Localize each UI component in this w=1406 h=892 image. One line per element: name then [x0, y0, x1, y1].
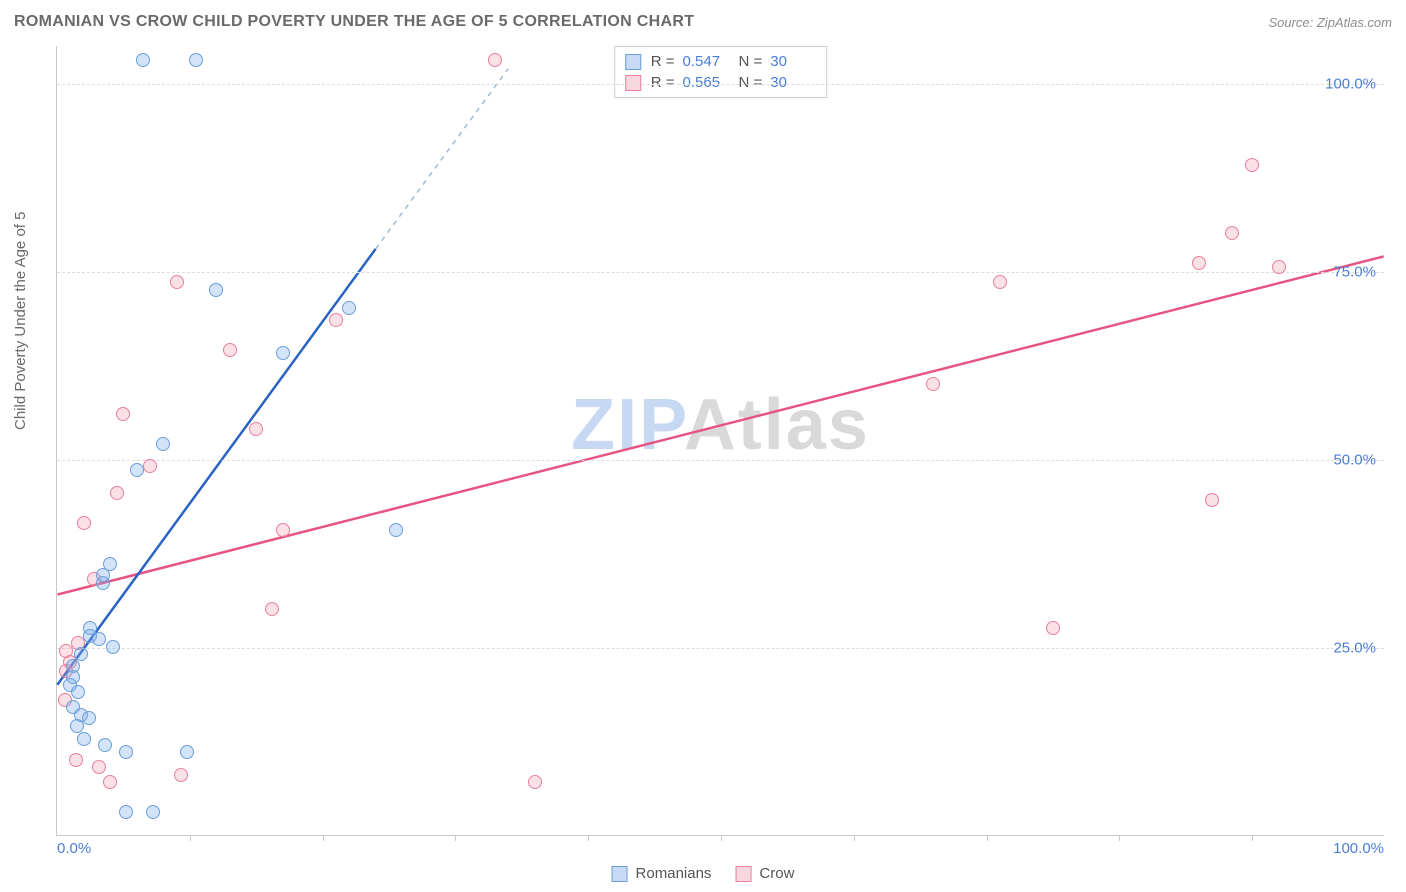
legend-label-crow: Crow	[759, 865, 794, 882]
point-crow	[488, 53, 502, 67]
swatch-crow-icon	[625, 75, 641, 91]
ytick-label: 100.0%	[1325, 75, 1376, 92]
xtick-minor	[588, 835, 589, 841]
point-crow	[1205, 493, 1219, 507]
point-romanians	[389, 523, 403, 537]
source-label: Source: ZipAtlas.com	[1268, 15, 1392, 30]
point-romanians	[106, 640, 120, 654]
xtick-minor	[721, 835, 722, 841]
point-romanians	[119, 745, 133, 759]
point-crow	[170, 275, 184, 289]
point-crow	[276, 523, 290, 537]
point-romanians	[342, 301, 356, 315]
point-crow	[69, 753, 83, 767]
point-crow	[329, 313, 343, 327]
point-crow	[1046, 621, 1060, 635]
stats-row-b: R = 0.565 N = 30	[625, 72, 817, 93]
stats-box: R = 0.547 N = 30 R = 0.565 N = 30	[614, 46, 828, 98]
point-crow	[249, 422, 263, 436]
ytick-label: 50.0%	[1333, 451, 1376, 468]
xtick-minor	[455, 835, 456, 841]
legend-label-romanians: Romanians	[636, 865, 712, 882]
point-romanians	[130, 463, 144, 477]
point-romanians	[82, 711, 96, 725]
legend-item-crow: Crow	[735, 865, 794, 882]
gridline-h	[57, 84, 1384, 85]
point-crow	[116, 407, 130, 421]
source-name: ZipAtlas.com	[1317, 15, 1392, 30]
point-romanians	[77, 732, 91, 746]
r-label: R =	[651, 74, 675, 91]
point-romanians	[180, 745, 194, 759]
point-crow	[174, 768, 188, 782]
gridline-h	[57, 648, 1384, 649]
r-value-b: 0.565	[683, 74, 729, 91]
point-romanians	[209, 283, 223, 297]
xtick-minor	[190, 835, 191, 841]
xtick-label: 0.0%	[57, 840, 91, 857]
n-label: N =	[739, 74, 763, 91]
n-value-b: 30	[770, 74, 816, 91]
xtick-minor	[1119, 835, 1120, 841]
gridline-h	[57, 272, 1384, 273]
point-crow	[103, 775, 117, 789]
plot-area: ZIPAtlas R = 0.547 N = 30 R = 0.565 N = …	[56, 46, 1384, 836]
swatch-crow-icon	[735, 866, 751, 882]
r-value-a: 0.547	[683, 53, 729, 70]
point-romanians	[96, 568, 110, 582]
point-romanians	[136, 53, 150, 67]
stats-row-a: R = 0.547 N = 30	[625, 51, 817, 72]
swatch-romanians-icon	[612, 866, 628, 882]
point-romanians	[98, 738, 112, 752]
trend-lines-layer	[57, 46, 1384, 835]
point-crow	[993, 275, 1007, 289]
point-crow	[1272, 260, 1286, 274]
r-label: R =	[651, 53, 675, 70]
point-romanians	[119, 805, 133, 819]
xtick-minor	[854, 835, 855, 841]
chart-title: ROMANIAN VS CROW CHILD POVERTY UNDER THE…	[14, 13, 694, 31]
y-axis-label: Child Poverty Under the Age of 5	[12, 212, 29, 430]
source-prefix: Source:	[1268, 15, 1316, 30]
ytick-label: 75.0%	[1333, 263, 1376, 280]
point-crow	[1245, 158, 1259, 172]
point-crow	[77, 516, 91, 530]
point-romanians	[92, 632, 106, 646]
n-value-a: 30	[770, 53, 816, 70]
point-crow	[528, 775, 542, 789]
point-romanians	[156, 437, 170, 451]
point-romanians	[71, 685, 85, 699]
xtick-label: 100.0%	[1333, 840, 1384, 857]
point-crow	[265, 602, 279, 616]
xtick-minor	[323, 835, 324, 841]
point-romanians	[276, 346, 290, 360]
point-crow	[223, 343, 237, 357]
xtick-minor	[987, 835, 988, 841]
swatch-romanians-icon	[625, 54, 641, 70]
gridline-h	[57, 460, 1384, 461]
bottom-legend: Romanians Crow	[612, 865, 795, 882]
point-crow	[92, 760, 106, 774]
legend-item-romanians: Romanians	[612, 865, 712, 882]
point-crow	[1225, 226, 1239, 240]
ytick-label: 25.0%	[1333, 639, 1376, 656]
point-crow	[143, 459, 157, 473]
point-romanians	[146, 805, 160, 819]
point-crow	[926, 377, 940, 391]
n-label: N =	[739, 53, 763, 70]
point-crow	[110, 486, 124, 500]
xtick-minor	[1252, 835, 1253, 841]
point-romanians	[189, 53, 203, 67]
point-crow	[1192, 256, 1206, 270]
